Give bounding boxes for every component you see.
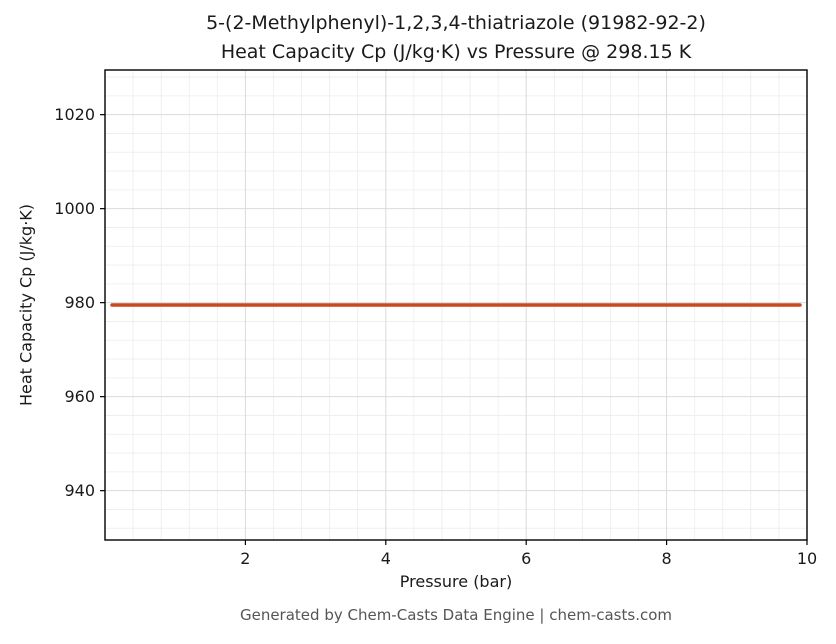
axis-ticks: 2 4 6 8 10 940 960 980 1000 1020 (54, 105, 817, 568)
major-grid (105, 70, 808, 540)
y-tick-label: 960 (64, 387, 95, 406)
x-axis-label: Pressure (bar) (399, 572, 513, 591)
x-tick-label: 8 (662, 549, 672, 568)
plot-border (104, 69, 808, 541)
y-tick-label: 980 (64, 293, 95, 312)
y-tick-label: 1000 (54, 199, 95, 218)
x-tick-label: 10 (797, 549, 817, 568)
y-tick-label: 1020 (54, 105, 95, 124)
plot-area: 2 4 6 8 10 940 960 980 1000 1020 (54, 69, 817, 568)
chart-title: 5-(2-Methylphenyl)-1,2,3,4-thiatriazole … (105, 9, 807, 67)
footer-attribution: Generated by Chem-Casts Data Engine | ch… (239, 606, 673, 624)
x-tick-label: 4 (381, 549, 391, 568)
y-axis-label: Heat Capacity Cp (J/kg·K) (16, 203, 36, 407)
chart-title-line2: Heat Capacity Cp (J/kg·K) vs Pressure @ … (220, 41, 692, 63)
x-tick-label: 2 (240, 549, 250, 568)
chart-title-line1: 5-(2-Methylphenyl)-1,2,3,4-thiatriazole … (206, 12, 706, 34)
y-tick-label: 940 (64, 481, 95, 500)
x-tick-label: 6 (521, 549, 531, 568)
